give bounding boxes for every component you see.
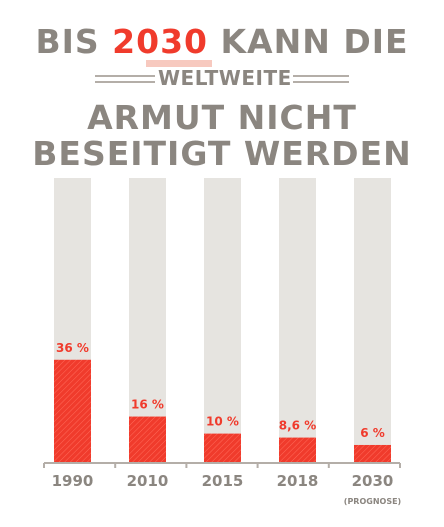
title-line-3: ARMUT NICHT (87, 98, 357, 137)
bar-track (204, 178, 241, 462)
title-rule-left-bottom (95, 81, 155, 83)
x-tick-label: 1990 (52, 472, 94, 490)
bar-value-label: 10 % (206, 415, 239, 429)
x-tick-label: 2010 (127, 472, 169, 490)
title-line-4: BESEITIGT WERDEN (32, 134, 412, 173)
title-line-2: WELTWEITE (0, 66, 444, 94)
x-tick-label: 2018 (277, 472, 319, 490)
bar (204, 433, 241, 462)
chart-header: BIS 2030 KANN DIE WELTWEITE ARMUT NICHT … (0, 0, 444, 173)
bar (279, 437, 316, 462)
bar-value-label: 8,6 % (279, 419, 316, 433)
title-rule-right-top (293, 75, 349, 77)
title-rule-left-top (95, 75, 155, 77)
x-tick-note: (PROGNOSE) (344, 497, 401, 506)
title-highlight-marker (146, 60, 212, 67)
x-tick-label: 2015 (202, 472, 244, 490)
title-line-2-text: WELTWEITE (158, 66, 292, 90)
bar (354, 444, 391, 462)
title-highlight-year: 2030 (112, 22, 208, 61)
bar-track (129, 178, 166, 462)
bar-track (354, 178, 391, 462)
bar (54, 359, 91, 462)
title-line-1-post: KANN DIE (208, 22, 409, 61)
bar-chart: 36 % 1990 16 % 2010 10 % 2015 8,6 % 2018 6 % 2030… (0, 170, 444, 523)
title-rule-right-bottom (293, 81, 349, 83)
title-line-1: BIS 2030 KANN DIE (0, 22, 444, 61)
bar (129, 416, 166, 462)
bar-value-label: 36 % (56, 341, 89, 355)
x-tick-label: 2030 (352, 472, 394, 490)
title-line-1-pre: BIS (35, 22, 113, 61)
bar-chart-svg: 36 % 1990 16 % 2010 10 % 2015 8,6 % 2018 6 % 2030… (43, 178, 401, 506)
bar-value-label: 16 % (131, 398, 164, 412)
bar-value-label: 6 % (360, 426, 385, 440)
bar-track (279, 178, 316, 462)
